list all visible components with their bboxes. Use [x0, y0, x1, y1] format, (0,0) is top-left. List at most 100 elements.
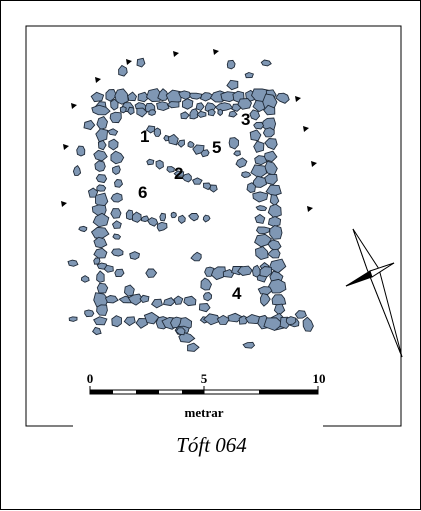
room-label-6: 6 — [138, 183, 147, 202]
stone — [254, 213, 266, 224]
stone — [93, 257, 101, 265]
stone — [267, 248, 281, 259]
scale-tick-10: 10 — [313, 371, 326, 386]
boundary-markers — [61, 49, 317, 212]
stone — [67, 259, 79, 267]
stone — [150, 298, 163, 309]
stone — [173, 170, 185, 177]
stone — [269, 193, 280, 207]
marker-triangle — [303, 126, 309, 132]
stone — [110, 208, 122, 219]
stone — [76, 145, 86, 157]
stone — [96, 282, 109, 294]
stone — [255, 205, 268, 212]
stone — [119, 106, 127, 114]
stone — [87, 187, 99, 198]
stone — [114, 268, 125, 277]
stone — [159, 212, 166, 222]
stone — [96, 304, 108, 316]
room-labels: 1 2 3 4 5 6 — [138, 110, 250, 303]
scale-unit: metrar — [185, 405, 224, 420]
stone — [255, 246, 269, 260]
stone — [202, 214, 211, 223]
stone — [260, 59, 272, 67]
marker-triangle — [173, 51, 179, 57]
figure-caption: Tóft 064 — [176, 433, 247, 457]
marker-triangle — [63, 144, 69, 150]
stone — [165, 89, 183, 104]
stone — [246, 182, 256, 193]
stone — [112, 233, 122, 240]
stone — [175, 327, 186, 336]
stone — [136, 57, 146, 68]
stone — [209, 184, 218, 193]
stone — [162, 297, 176, 307]
marker-triangle — [61, 201, 67, 207]
stone — [226, 59, 236, 70]
stone — [269, 224, 283, 240]
stone — [267, 216, 282, 227]
stone — [237, 265, 253, 276]
stone — [257, 286, 273, 295]
room-label-3: 3 — [241, 110, 250, 129]
marker-triangle — [213, 49, 219, 55]
stone — [259, 292, 271, 307]
stone — [153, 127, 162, 137]
stone — [207, 108, 216, 117]
stone — [148, 109, 157, 116]
stone — [93, 247, 108, 259]
stone — [253, 121, 265, 130]
stone — [92, 212, 110, 228]
stone — [242, 341, 256, 349]
stone — [80, 275, 90, 283]
marker-triangle — [71, 103, 77, 109]
stone — [244, 72, 254, 79]
stone — [96, 116, 108, 130]
stone — [124, 284, 135, 297]
stone — [190, 251, 202, 262]
stone — [189, 92, 203, 100]
stone — [187, 342, 200, 352]
stone — [196, 110, 207, 118]
stone — [216, 314, 231, 325]
stone — [155, 159, 164, 170]
stone — [252, 175, 268, 188]
stone — [178, 214, 186, 224]
stone — [167, 133, 179, 146]
stone — [127, 91, 138, 102]
map-neatline — [25, 25, 402, 427]
stone — [95, 174, 108, 184]
stone — [110, 150, 125, 165]
stone — [170, 211, 177, 219]
stone — [237, 98, 253, 110]
stone — [254, 155, 268, 166]
stone — [180, 111, 190, 120]
stone-walls — [67, 57, 314, 352]
stone — [262, 127, 275, 138]
stone — [114, 179, 124, 188]
stone — [78, 225, 88, 233]
stone — [267, 203, 282, 219]
stone — [129, 251, 141, 260]
stone — [259, 266, 273, 278]
stone — [108, 138, 119, 151]
stone — [109, 111, 122, 124]
stone — [199, 92, 214, 102]
stone — [263, 104, 276, 116]
stone — [214, 102, 234, 112]
stone — [249, 109, 261, 121]
stone — [265, 184, 282, 197]
scale-bar: 0 5 10 metrar — [87, 371, 326, 420]
scale-tick-0: 0 — [87, 371, 94, 386]
stone — [195, 102, 205, 112]
stone — [125, 209, 134, 220]
stone — [83, 119, 96, 131]
stone — [93, 316, 108, 326]
stone — [255, 226, 271, 235]
room-label-5: 5 — [212, 138, 221, 157]
stone — [156, 101, 170, 111]
stone — [94, 160, 106, 172]
stone — [96, 270, 105, 283]
marker-triangle — [126, 59, 132, 65]
